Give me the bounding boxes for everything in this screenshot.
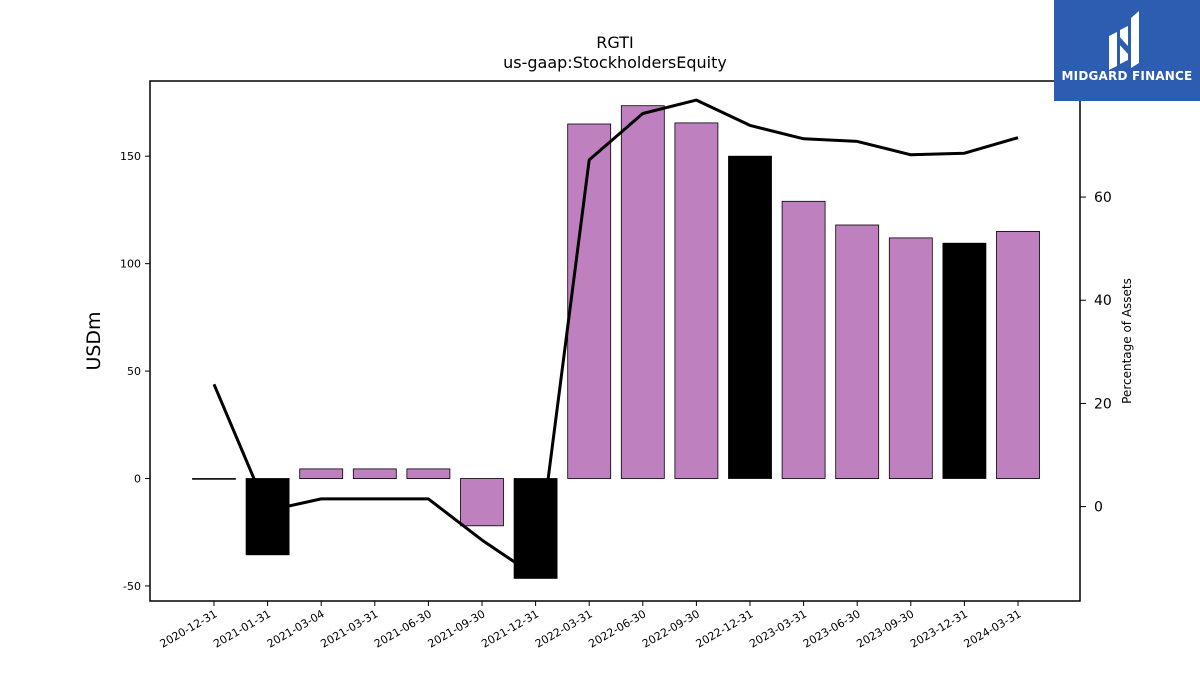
x-tick-label: 2023-12-31 xyxy=(908,607,970,650)
bar xyxy=(942,242,987,479)
y-axis: -50 0 50 100 150 xyxy=(120,150,150,593)
x-tick-label: 2020-12-31 xyxy=(158,607,220,650)
chart-title: RGTI xyxy=(596,33,633,52)
percentage-line xyxy=(212,98,1019,578)
x-tick-label: 2021-06-30 xyxy=(372,607,434,650)
x-tick-label: 2021-03-31 xyxy=(318,607,380,650)
y2-tick-label: 40 xyxy=(1094,293,1112,309)
bar xyxy=(835,224,880,480)
y-axis-label: USDm xyxy=(83,311,105,370)
plot-frame xyxy=(149,80,1081,602)
bar xyxy=(192,478,236,480)
x-tick-label: 2023-03-31 xyxy=(747,607,809,650)
x-tick-label: 2022-12-31 xyxy=(694,607,756,650)
bar xyxy=(352,468,397,479)
x-tick-label: 2024-03-31 xyxy=(962,607,1024,650)
plot-content xyxy=(192,98,1040,579)
bar xyxy=(513,478,558,579)
x-tick-label: 2021-09-30 xyxy=(426,607,488,650)
x-tick-label: 2022-06-30 xyxy=(586,607,648,650)
bar xyxy=(245,478,290,556)
y-tick-label: 50 xyxy=(127,365,141,378)
y-tick-label: 150 xyxy=(120,150,141,163)
logo-text: MIDGARD FINANCE xyxy=(1061,69,1193,83)
bar xyxy=(728,155,772,479)
bar xyxy=(781,200,826,479)
x-tick-label: 2021-01-31 xyxy=(211,607,273,650)
y-tick-label: 100 xyxy=(120,258,141,271)
bar xyxy=(888,237,933,479)
bar xyxy=(674,122,719,479)
bar xyxy=(406,468,451,479)
y-tick-label: -50 xyxy=(123,580,141,593)
y2-axis: 0 20 40 60 xyxy=(1080,190,1112,516)
x-tick-label: 2022-09-30 xyxy=(640,607,702,650)
y2-tick-label: 20 xyxy=(1094,396,1112,412)
y2-tick-label: 0 xyxy=(1094,500,1103,516)
y2-axis-label: Percentage of Assets xyxy=(1120,278,1134,404)
logo: MIDGARD FINANCE xyxy=(1054,0,1200,101)
x-axis: 2020-12-312021-01-312021-03-042021-03-31… xyxy=(158,601,1024,651)
bar xyxy=(460,478,504,527)
bar xyxy=(620,105,665,479)
chart-subtitle: us-gaap:StockholdersEquity xyxy=(503,53,727,72)
x-tick-label: 2021-03-04 xyxy=(265,607,327,650)
x-tick-label: 2023-09-30 xyxy=(854,607,916,650)
y-tick-label: 0 xyxy=(134,473,141,486)
x-tick-label: 2022-03-31 xyxy=(533,607,595,650)
logo-mark-icon xyxy=(1109,11,1139,70)
x-tick-label: 2023-06-30 xyxy=(801,607,863,650)
x-tick-label: 2021-12-31 xyxy=(479,607,541,650)
bar xyxy=(567,123,612,479)
bar xyxy=(996,230,1040,479)
bar xyxy=(299,468,344,479)
y2-tick-label: 60 xyxy=(1094,190,1112,206)
